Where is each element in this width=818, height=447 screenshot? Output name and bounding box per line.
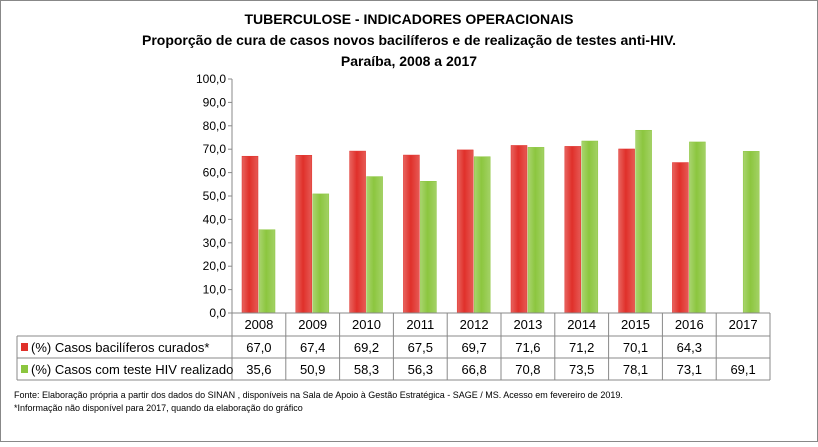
y-tick-label: 90,0: [203, 95, 227, 109]
data-table-value: 35,6: [246, 362, 271, 377]
title-line-3: Paraíba, 2008 a 2017: [341, 53, 477, 69]
data-table-value: 50,9: [300, 362, 325, 377]
bar-cured-2012: [456, 149, 474, 314]
y-tick-label: 50,0: [203, 189, 227, 203]
y-tick-label: 70,0: [203, 142, 227, 156]
bar-cured-2011: [403, 154, 420, 314]
y-tick-label: 20,0: [203, 259, 227, 273]
bar-hiv-test-2015: [635, 129, 652, 314]
data-table-value: 67,0: [246, 340, 271, 355]
data-table-value: 73,5: [569, 362, 594, 377]
y-tick-label: 0,0: [209, 306, 226, 320]
bar-cured-2009: [295, 155, 313, 314]
bar-hiv-test-2016: [689, 141, 706, 314]
footnote-info: *Informação não disponível para 2017, qu…: [14, 403, 303, 413]
data-table-value: 70,8: [515, 362, 540, 377]
x-category-label: 2011: [406, 317, 434, 332]
y-tick-label: 60,0: [203, 166, 227, 180]
y-tick-label: 10,0: [203, 283, 227, 297]
data-table-value: 67,5: [408, 340, 433, 355]
bar-cured-2008: [241, 155, 259, 314]
x-category-label: 2009: [298, 317, 327, 332]
bar-hiv-test-2013: [527, 147, 545, 314]
data-table-value: 58,3: [354, 362, 379, 377]
bar-hiv-test-2010: [366, 176, 383, 314]
data-table-value: 69,1: [730, 362, 755, 377]
y-tick-label: 100,0: [196, 72, 226, 86]
x-category-label: 2010: [352, 317, 381, 332]
bar-hiv-test-2008: [258, 229, 276, 314]
y-tick-label: 30,0: [203, 236, 227, 250]
x-category-label: 2013: [513, 317, 542, 332]
data-table-value: 56,3: [408, 362, 433, 377]
bar-cured-2010: [349, 150, 366, 314]
legend-swatch: [21, 343, 28, 351]
bar-hiv-test-2014: [581, 140, 599, 314]
title-line-1: TUBERCULOSE - INDICADORES OPERACIONAIS: [244, 11, 573, 27]
data-table-value: 71,6: [515, 340, 540, 355]
data-table-value: 69,7: [461, 340, 486, 355]
footnote-source: Fonte: Elaboração própria a partir dos d…: [14, 390, 623, 400]
title-line-2: Proporção de cura de casos novos bacilíf…: [142, 32, 676, 48]
y-tick-label: 40,0: [203, 212, 227, 226]
bar-cured-2016: [672, 162, 689, 314]
data-table-value: 67,4: [300, 340, 325, 355]
x-category-label: 2012: [460, 317, 489, 332]
data-table-value: 69,2: [354, 340, 379, 355]
data-table-value: 73,1: [677, 362, 702, 377]
bar-hiv-test-2011: [420, 181, 437, 314]
bar-cured-2013: [510, 145, 528, 314]
bar-cured-2015: [618, 148, 635, 314]
x-category-label: 2015: [621, 317, 650, 332]
bar-hiv-test-2009: [312, 193, 330, 314]
bar-hiv-test-2012: [473, 156, 491, 314]
x-category-label: 2014: [567, 317, 596, 332]
data-table-value: 64,3: [677, 340, 702, 355]
bar-hiv-test-2017: [742, 151, 760, 314]
data-table-value: 78,1: [623, 362, 648, 377]
legend-label: (%) Casos com teste HIV realizado: [31, 362, 233, 377]
x-category-label: 2017: [729, 317, 758, 332]
x-category-label: 2016: [675, 317, 704, 332]
bar-cured-2014: [564, 146, 582, 314]
data-table-value: 66,8: [461, 362, 486, 377]
legend-swatch: [21, 365, 28, 373]
legend-label: (%) Casos bacilíferos curados*: [31, 340, 209, 355]
y-tick-label: 80,0: [203, 119, 227, 133]
data-table-value: 70,1: [623, 340, 648, 355]
data-table-value: 71,2: [569, 340, 594, 355]
x-category-label: 2008: [244, 317, 273, 332]
